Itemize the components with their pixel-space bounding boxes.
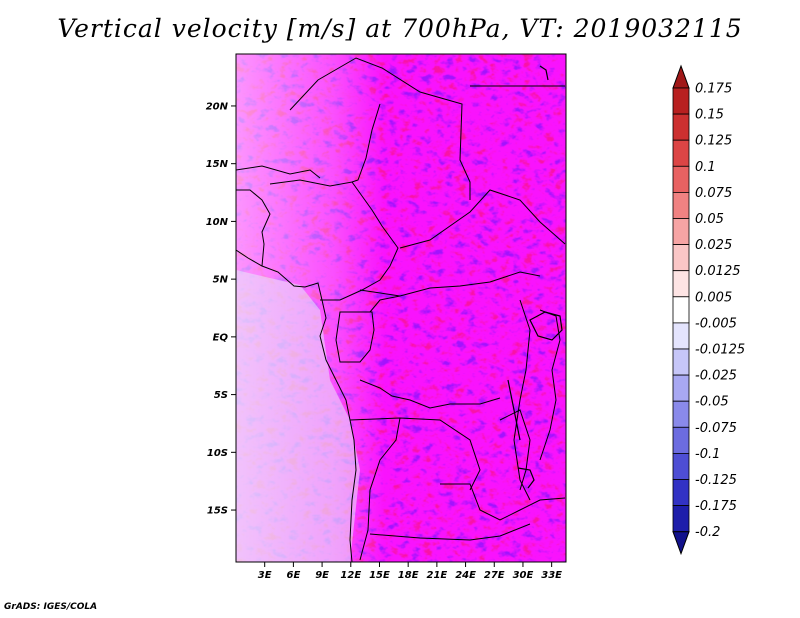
colorbar-label: 0.1 — [695, 160, 716, 175]
lon-label: 33E — [541, 570, 562, 581]
lat-label: 5S — [214, 390, 228, 401]
lat-label: 20N — [206, 101, 229, 112]
lakes — [507, 65, 563, 489]
map-frame — [235, 53, 567, 563]
lat-label: EQ — [213, 332, 229, 343]
colorbar-swatch — [672, 244, 690, 272]
colorbar-label: -0.005 — [695, 316, 737, 331]
lon-label: 18E — [398, 570, 419, 581]
coastline-west-africa — [236, 249, 357, 562]
lon-label: 15E — [369, 570, 390, 581]
colorbar-swatch — [672, 113, 690, 141]
colorbar-label: -0.05 — [695, 395, 729, 410]
lat-label: 15S — [207, 506, 228, 517]
country-borders — [236, 57, 566, 562]
colorbar-label: 0.175 — [695, 82, 732, 97]
colorbar-label: -0.125 — [695, 473, 737, 488]
colorbar-swatch — [672, 165, 690, 193]
colorbar-label: 0.125 — [695, 134, 732, 149]
colorbar-swatch — [672, 505, 690, 533]
colorbar-label: 0.05 — [695, 212, 724, 227]
lat-label: 10S — [207, 448, 228, 459]
colorbar-swatch — [672, 400, 690, 428]
lon-label: 12E — [340, 570, 361, 581]
lat-label: 10N — [206, 217, 229, 228]
map-title: Vertical velocity [m/s] at 700hPa, VT: 2… — [57, 14, 743, 43]
colorbar-swatch — [672, 322, 690, 350]
colorbar-swatch — [672, 270, 690, 298]
colorbar-label: -0.0125 — [695, 343, 745, 358]
colorbar-swatch — [672, 296, 690, 324]
colorbar-swatch — [672, 374, 690, 402]
colorbar-swatch — [672, 452, 690, 480]
colorbar-swatch — [672, 87, 690, 115]
colorbar-label: 0.075 — [695, 186, 732, 201]
longitude-axis: 3E 6E 9E 12E 15E 18E 21E 24E 27E 30E 33E — [258, 562, 562, 581]
colorbar-label: 0.005 — [695, 290, 732, 305]
lon-label: 3E — [258, 570, 272, 581]
colorbar-label: -0.075 — [695, 421, 737, 436]
colorbar-label: 0.0125 — [695, 264, 741, 279]
latitude-axis: 20N 15N 10N 5N EQ 5S 10S 15S — [206, 101, 236, 517]
lon-label: 30E — [513, 570, 534, 581]
lat-label: 5N — [213, 275, 229, 286]
colorbar-label: 0.025 — [695, 238, 732, 253]
lon-label: 27E — [484, 570, 505, 581]
colorbar-label: -0.025 — [695, 369, 737, 384]
colorbar: 0.175 0.15 0.125 0.1 0.075 0.05 0.025 0.0125 0.0… — [672, 64, 745, 556]
colorbar-swatch — [672, 64, 690, 89]
velocity-field — [236, 54, 566, 562]
lon-label: 9E — [315, 570, 329, 581]
colorbar-label: -0.2 — [695, 525, 720, 540]
lat-label: 15N — [206, 159, 229, 170]
colorbar-label: -0.175 — [695, 499, 737, 514]
lon-label: 21E — [426, 570, 447, 581]
lon-label: 6E — [286, 570, 300, 581]
grads-credit: GrADS: IGES/COLA — [4, 602, 98, 612]
colorbar-label: -0.1 — [695, 447, 720, 462]
colorbar-swatch — [672, 139, 690, 167]
colorbar-swatch — [672, 348, 690, 376]
colorbar-swatch — [672, 191, 690, 219]
colorbar-swatch — [672, 218, 690, 246]
lon-label: 24E — [455, 570, 476, 581]
colorbar-swatch — [672, 479, 690, 507]
colorbar-swatch — [672, 426, 690, 454]
colorbar-swatch — [672, 531, 690, 556]
colorbar-label: 0.15 — [695, 108, 724, 123]
